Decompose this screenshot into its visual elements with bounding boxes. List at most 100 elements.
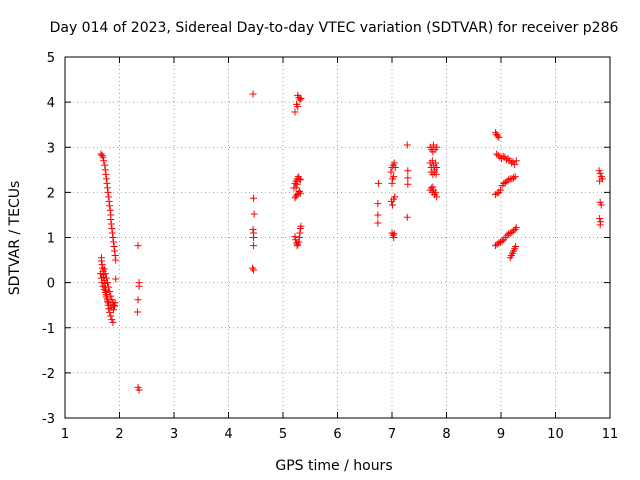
y-tick-label: -1 [42, 322, 55, 337]
data-point [291, 108, 299, 116]
data-point [295, 238, 303, 246]
x-tick-label: 3 [170, 427, 178, 442]
data-point [101, 166, 109, 174]
data-point [403, 213, 411, 221]
y-tick-label: 4 [47, 96, 55, 111]
data-point [105, 283, 113, 291]
axes: 1 2 3 4 5 6 7 8 9 10 11 -3 -2 -1 0 1 2 3 4 5 [42, 51, 618, 442]
data-point [105, 305, 113, 313]
x-tick-label: 6 [333, 427, 341, 442]
data-point [597, 218, 605, 226]
data-point [250, 242, 258, 250]
data-point [108, 229, 116, 237]
data-point [389, 201, 397, 209]
data-point [391, 193, 399, 201]
data-point [110, 301, 118, 309]
data-point [390, 230, 398, 238]
data-point [391, 164, 399, 172]
data-point [104, 184, 112, 192]
data-point [596, 215, 604, 223]
data-point [134, 242, 142, 250]
x-tick-label: 7 [388, 427, 396, 442]
data-point [250, 234, 258, 241]
data-point [135, 282, 143, 290]
data-point [404, 167, 412, 175]
data-point [505, 176, 513, 184]
data-point [248, 264, 256, 272]
data-point [494, 132, 502, 140]
data-point [502, 156, 510, 164]
data-point [134, 296, 142, 304]
data-point [404, 174, 412, 182]
x-tick-label: 2 [115, 427, 123, 442]
y-tick-label: 1 [47, 232, 55, 247]
x-tick-label: 8 [442, 427, 450, 442]
data-point [100, 265, 108, 273]
data-points [96, 90, 606, 394]
y-axis-label: SDTVAR / TECUs [7, 181, 23, 296]
data-point [107, 292, 115, 300]
data-point [110, 306, 118, 314]
data-point [99, 282, 107, 290]
data-point [495, 133, 503, 141]
data-point [111, 247, 119, 255]
data-point [512, 243, 520, 251]
data-point [107, 220, 115, 228]
data-point [493, 150, 501, 158]
data-point [499, 152, 507, 160]
y-tick-label: 2 [47, 186, 55, 201]
data-point [111, 302, 119, 310]
data-point [100, 285, 108, 293]
data-point [100, 157, 108, 165]
data-point [249, 90, 257, 98]
data-point [99, 153, 107, 161]
data-point [296, 229, 304, 237]
data-point [296, 189, 304, 197]
data-point [250, 266, 258, 274]
data-point [429, 183, 437, 191]
data-point [494, 151, 502, 159]
data-point [109, 234, 117, 241]
x-tick-label: 5 [279, 427, 287, 442]
data-point [104, 188, 112, 196]
data-point [112, 275, 120, 283]
data-point [493, 189, 501, 197]
data-point [512, 157, 520, 165]
data-point [596, 221, 604, 229]
data-point [249, 225, 257, 233]
y-tick-label: 0 [47, 277, 55, 292]
y-tick-label: -2 [42, 367, 55, 382]
data-point [511, 173, 519, 181]
data-point [512, 224, 520, 232]
x-tick-label: 11 [602, 427, 619, 442]
data-point [110, 238, 118, 246]
data-point [296, 96, 304, 104]
data-point [109, 318, 117, 326]
data-point [103, 179, 111, 187]
data-point [294, 103, 302, 111]
data-point [295, 187, 303, 195]
data-point [374, 200, 382, 208]
data-point [433, 164, 441, 172]
data-point [105, 197, 113, 205]
chart-title: Day 014 of 2023, Sidereal Day-to-day VTE… [50, 20, 619, 36]
data-point [433, 143, 441, 151]
data-point [390, 234, 398, 241]
data-point [295, 175, 303, 183]
data-point [507, 159, 515, 167]
data-point [106, 288, 114, 296]
data-point [432, 188, 440, 196]
data-point [106, 202, 114, 210]
data-point [495, 239, 503, 247]
data-point [404, 180, 412, 188]
data-point [250, 210, 258, 218]
data-point [296, 176, 304, 184]
data-point [596, 169, 604, 177]
data-point [390, 173, 398, 181]
data-point [105, 193, 113, 201]
data-point [135, 386, 143, 394]
data-point [429, 148, 437, 156]
data-point [433, 193, 441, 201]
